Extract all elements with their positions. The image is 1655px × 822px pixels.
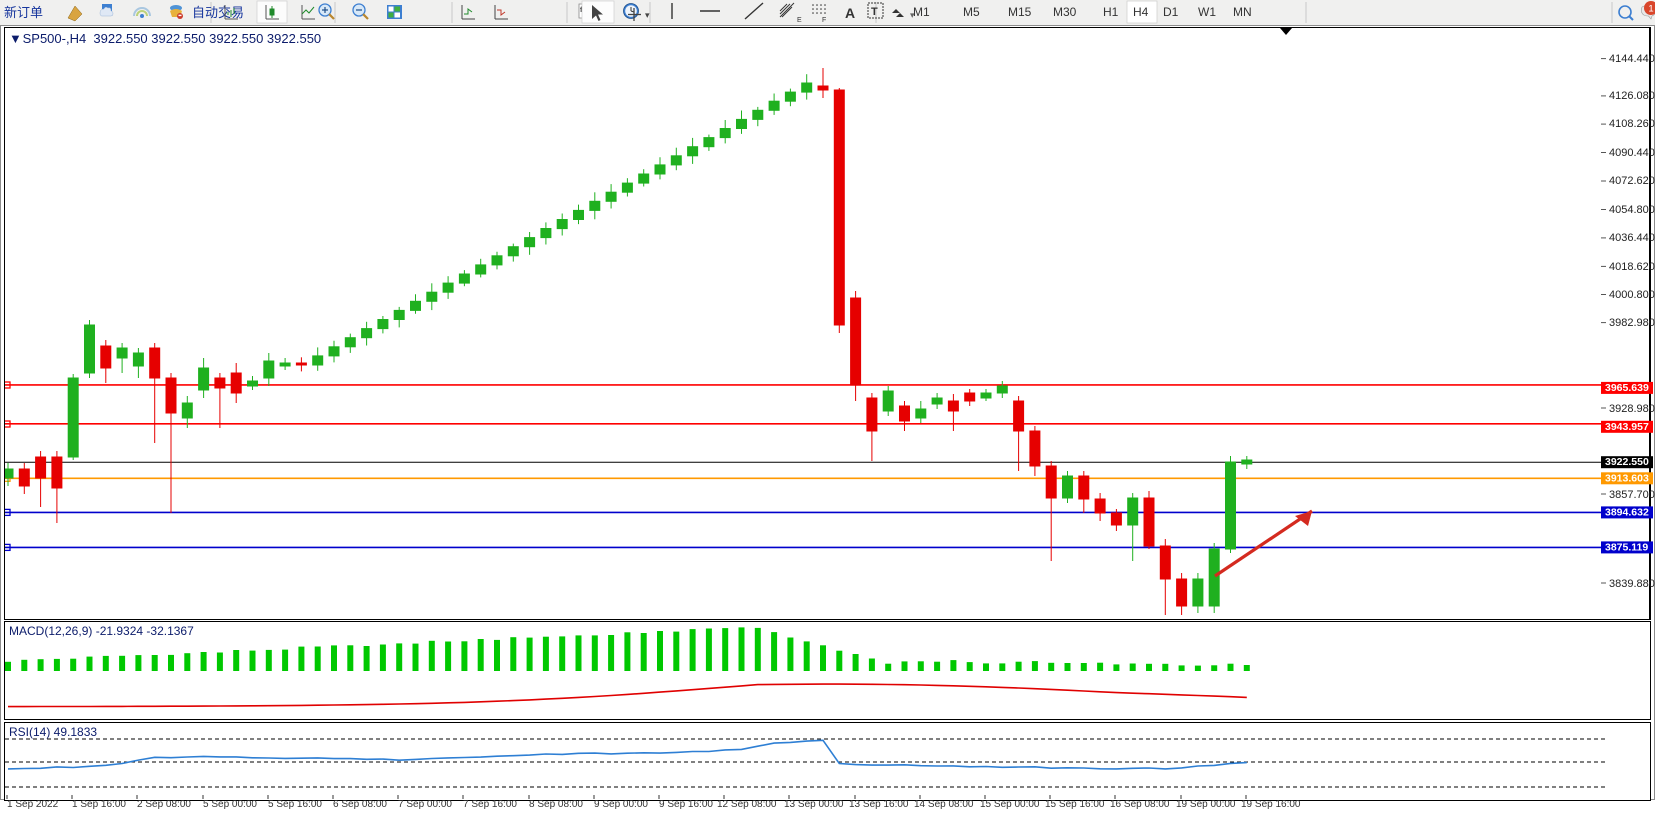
svg-text:1: 1 [1648, 3, 1653, 14]
svg-text:3894.632: 3894.632 [1605, 506, 1649, 518]
svg-text:4126.080: 4126.080 [1609, 90, 1655, 102]
svg-text:3913.603: 3913.603 [1605, 472, 1649, 484]
svg-text:3839.880: 3839.880 [1609, 578, 1655, 590]
svg-text:4090.440: 4090.440 [1609, 147, 1655, 159]
svg-text:3928.980: 3928.980 [1609, 403, 1655, 415]
svg-text:4036.440: 4036.440 [1609, 232, 1655, 244]
svg-text:4072.620: 4072.620 [1609, 175, 1655, 187]
svg-text:4018.620: 4018.620 [1609, 261, 1655, 273]
svg-text:3943.957: 3943.957 [1605, 421, 1649, 433]
svg-text:4054.800: 4054.800 [1609, 204, 1655, 216]
svg-text:3922.550: 3922.550 [1605, 456, 1649, 468]
svg-text:4144.440: 4144.440 [1609, 53, 1655, 65]
svg-text:4108.260: 4108.260 [1609, 118, 1655, 130]
svg-text:3857.700: 3857.700 [1609, 489, 1655, 501]
svg-text:3875.119: 3875.119 [1605, 541, 1648, 553]
svg-text:3965.639: 3965.639 [1605, 382, 1649, 394]
svg-text:3982.980: 3982.980 [1609, 317, 1655, 329]
svg-text:4000.800: 4000.800 [1609, 289, 1655, 301]
